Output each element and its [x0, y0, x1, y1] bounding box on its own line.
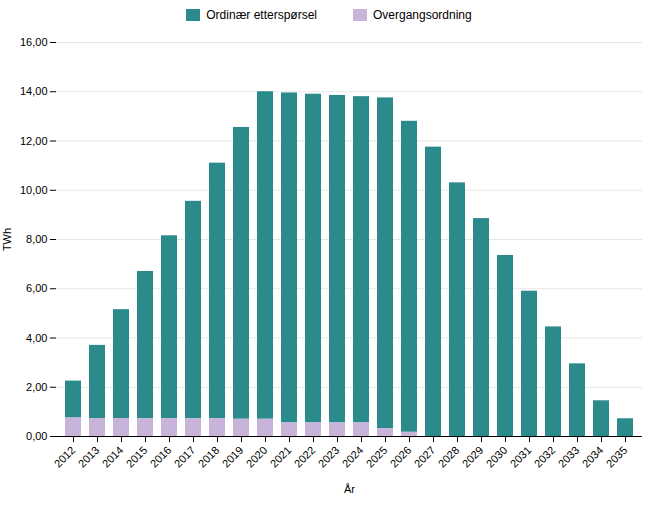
svg-text:2024: 2024 [340, 444, 366, 470]
svg-text:2015: 2015 [124, 444, 150, 470]
svg-text:2028: 2028 [436, 444, 462, 470]
svg-text:2026: 2026 [388, 444, 414, 470]
svg-text:2023: 2023 [316, 444, 342, 470]
svg-text:2034: 2034 [580, 444, 606, 470]
svg-text:2014: 2014 [100, 444, 126, 470]
svg-text:2031: 2031 [508, 444, 534, 470]
svg-text:2021: 2021 [268, 444, 294, 470]
svg-text:2012: 2012 [52, 444, 78, 470]
svg-text:2035: 2035 [604, 444, 630, 470]
svg-text:2032: 2032 [532, 444, 558, 470]
svg-text:2025: 2025 [364, 444, 390, 470]
svg-text:2020: 2020 [244, 444, 270, 470]
svg-text:2018: 2018 [196, 444, 222, 470]
svg-text:2016: 2016 [148, 444, 174, 470]
svg-text:8,00: 8,00 [26, 233, 47, 245]
svg-text:2033: 2033 [556, 444, 582, 470]
html-text:Overgangsordning: Overgangsordning [373, 8, 472, 22]
svg-text:16,00: 16,00 [20, 36, 48, 48]
svg-text:2013: 2013 [76, 444, 102, 470]
svg-text:12,00: 12,00 [20, 135, 48, 147]
svg-text:2027: 2027 [412, 444, 438, 470]
svg-text:10,00: 10,00 [20, 184, 48, 196]
svg-text:0,00: 0,00 [26, 430, 47, 442]
svg-text:2022: 2022 [292, 444, 318, 470]
svg-text:2029: 2029 [460, 444, 486, 470]
svg-text:14,00: 14,00 [20, 85, 48, 97]
svg-text:2030: 2030 [484, 444, 510, 470]
svg-text:2019: 2019 [220, 444, 246, 470]
svg-text:2,00: 2,00 [26, 381, 47, 393]
html-text:Ordinær etterspørsel: Ordinær etterspørsel [206, 8, 317, 22]
svg-text:2017: 2017 [172, 444, 198, 470]
svg-text:4,00: 4,00 [26, 332, 47, 344]
svg-text:6,00: 6,00 [26, 282, 47, 294]
svg-text:TWh: TWh [1, 228, 13, 251]
svg-text:År: År [344, 483, 355, 495]
